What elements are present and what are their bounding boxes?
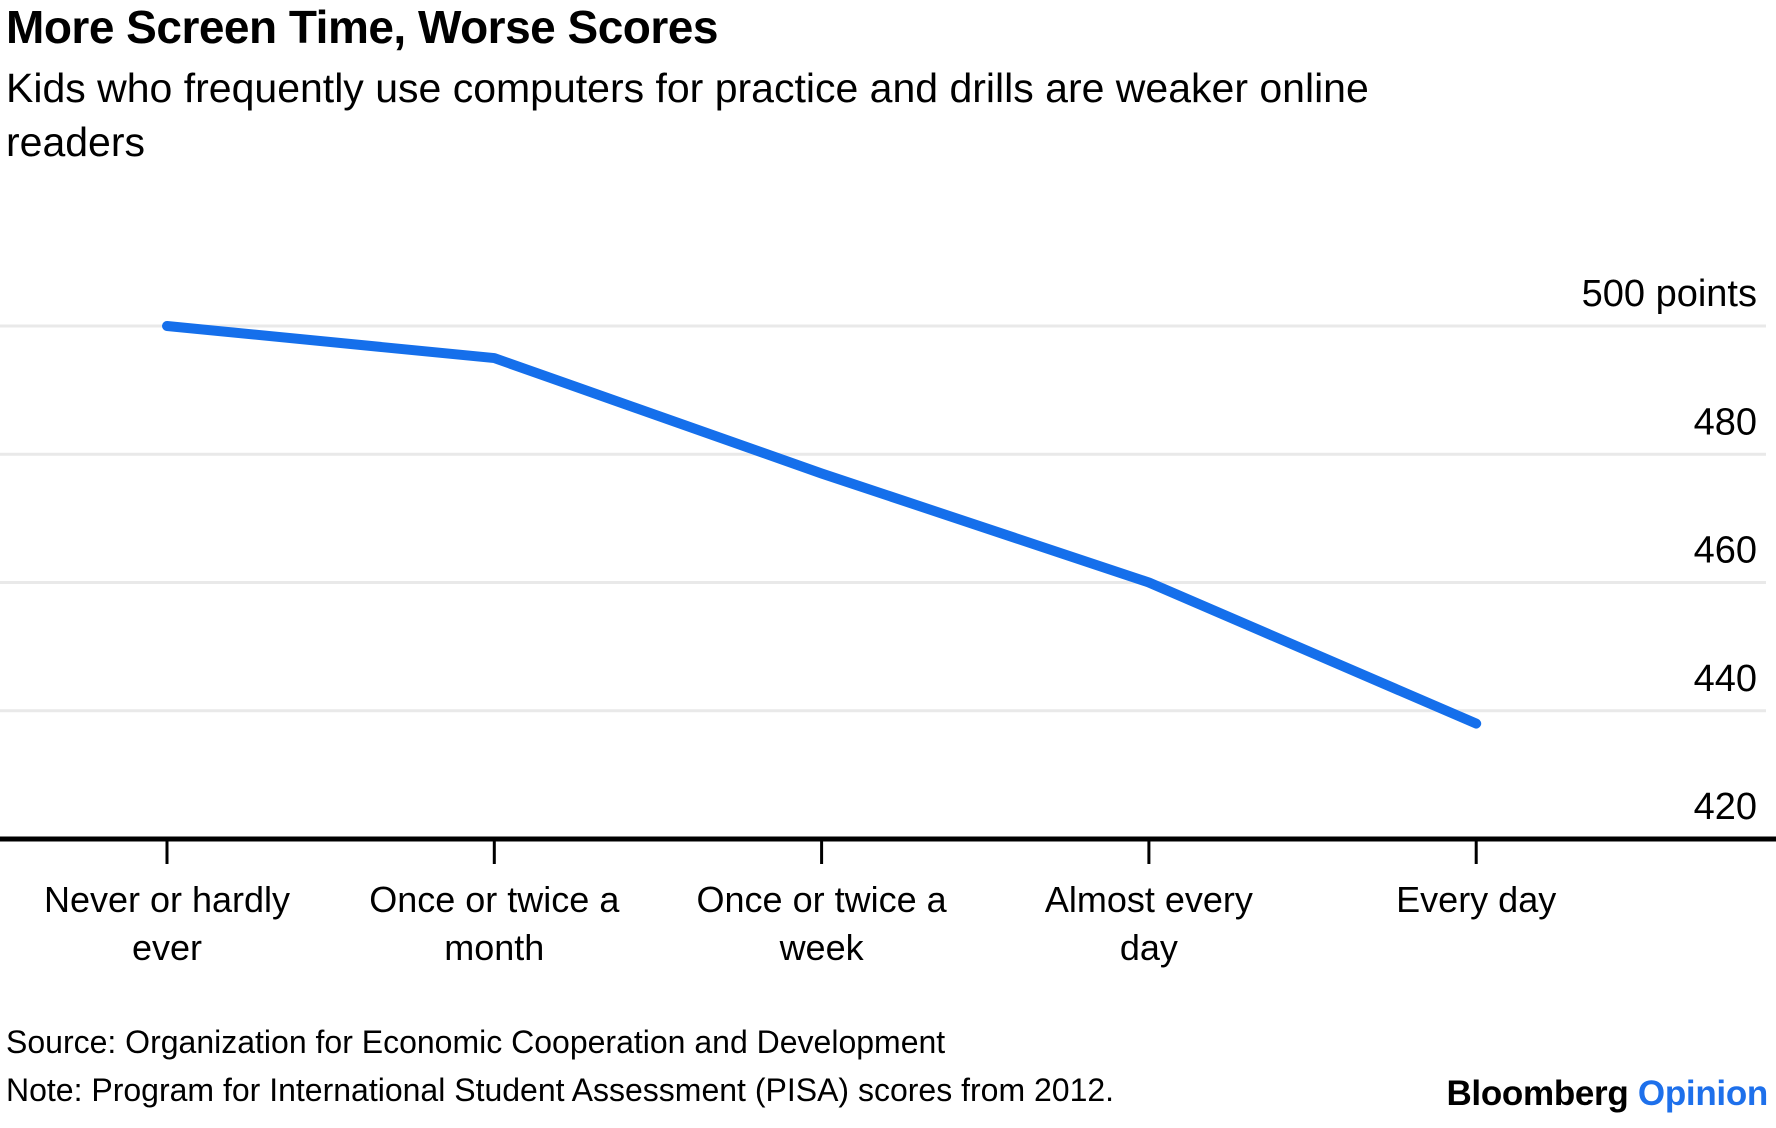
data-line-series <box>162 321 1482 729</box>
x-axis-category-label: day <box>1120 927 1178 968</box>
bloomberg-opinion-logo: Bloomberg Opinion <box>1446 1074 1768 1114</box>
x-axis-category-label: month <box>444 927 544 968</box>
chart-subtitle: Kids who frequently use computers for pr… <box>6 64 1369 165</box>
x-axis-category-label: week <box>779 927 865 968</box>
y-axis-label: 420 <box>1694 786 1757 828</box>
x-axis-category-label: Once or twice a <box>369 879 620 920</box>
line-chart: 500 points 480 460 440 420 Never or hardly eve… <box>0 273 1776 968</box>
credits: Source: Organization for Economic Cooper… <box>6 1018 1114 1114</box>
chart-header: More Screen Time, Worse Scores Kids who … <box>6 2 1466 169</box>
note-line: Note: Program for International Student … <box>6 1072 1115 1108</box>
x-axis-category-label: Once or twice a <box>697 879 948 920</box>
x-axis-category-label: ever <box>132 927 202 968</box>
x-axis-category-label: Never or hardly <box>44 879 290 920</box>
x-axis-category-label: Almost every <box>1045 879 1253 920</box>
y-axis-label: 460 <box>1694 530 1757 572</box>
brand-name: Bloomberg <box>1446 1074 1629 1113</box>
brand-edition: Opinion <box>1637 1074 1768 1113</box>
y-axis-label: 440 <box>1694 658 1757 700</box>
chart-footer: Source: Organization for Economic Cooper… <box>6 1018 1768 1114</box>
chart-title: More Screen Time, Worse Scores <box>6 1 718 53</box>
y-axis-label: 480 <box>1694 401 1757 443</box>
y-axis-label: 500 points <box>1582 273 1757 315</box>
source-line: Source: Organization for Economic Cooper… <box>6 1024 946 1060</box>
x-axis-category-label: Every day <box>1396 879 1556 920</box>
